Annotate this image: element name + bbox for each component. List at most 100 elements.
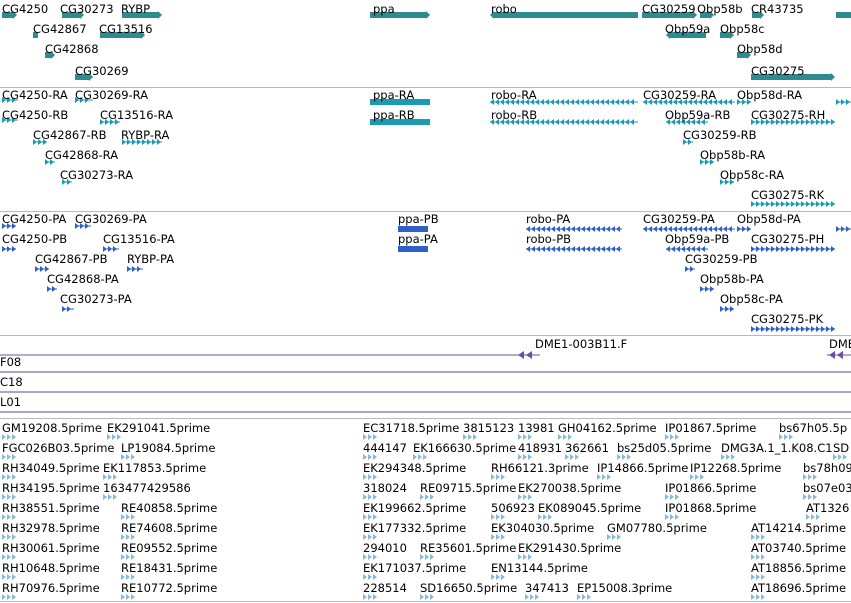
gene-label[interactable]: ppa — [373, 2, 395, 16]
gene-label[interactable]: CG30275 — [751, 64, 805, 78]
protein-feature[interactable] — [62, 306, 74, 312]
protein-label[interactable]: CG4250-PB — [2, 232, 68, 246]
transcript-label[interactable]: Obp58d-RA — [737, 88, 803, 102]
gene-label[interactable]: CG30269 — [75, 64, 129, 78]
transcript-label[interactable]: robo-RB — [491, 108, 538, 122]
est-feature[interactable] — [121, 534, 135, 540]
est-label[interactable]: RH32978.5prime — [2, 521, 100, 535]
gene-label[interactable]: CG42868 — [45, 42, 99, 56]
est-feature[interactable] — [538, 514, 552, 520]
transcript-feature[interactable] — [490, 119, 638, 125]
est-feature[interactable] — [103, 494, 117, 500]
protein-feature[interactable] — [700, 286, 714, 292]
transcript-feature[interactable] — [720, 179, 734, 185]
est-feature[interactable] — [690, 474, 704, 480]
est-feature[interactable] — [491, 514, 505, 520]
est-feature[interactable] — [491, 534, 505, 540]
protein-feature[interactable] — [47, 286, 57, 292]
est-label[interactable]: GM19208.5prime — [2, 421, 102, 435]
est-feature[interactable] — [833, 454, 847, 460]
gene-feature[interactable] — [836, 12, 851, 18]
protein-label[interactable]: CG30273-PA — [60, 292, 132, 306]
est-feature[interactable] — [665, 434, 679, 440]
est-feature[interactable] — [420, 594, 434, 600]
est-feature[interactable] — [2, 514, 16, 520]
est-label[interactable]: EP15008.3prime — [577, 581, 673, 595]
transcript-feature[interactable] — [683, 139, 693, 145]
est-label[interactable]: RE74608.5prime — [121, 521, 218, 535]
est-feature[interactable] — [803, 494, 817, 500]
est-feature[interactable] — [420, 494, 434, 500]
est-feature[interactable] — [363, 514, 377, 520]
scaffold-label[interactable]: C18 — [0, 375, 23, 389]
est-feature[interactable] — [413, 454, 427, 460]
scaffold-label[interactable]: L01 — [0, 395, 22, 409]
gene-feature[interactable] — [720, 31, 734, 39]
est-label[interactable]: RH10648.5prime — [2, 561, 100, 575]
est-label[interactable]: EK089045.5prime — [538, 501, 642, 515]
transcript-feature[interactable] — [100, 119, 120, 125]
gene-label[interactable]: CG13516 — [99, 22, 153, 36]
transcript-label[interactable]: CG30259-RB — [683, 128, 757, 142]
est-label[interactable]: 418931 — [518, 441, 562, 455]
gene-feature[interactable] — [62, 11, 84, 19]
est-feature[interactable] — [806, 514, 820, 520]
gene-feature[interactable] — [737, 51, 751, 59]
est-label[interactable]: 163477429586 — [103, 481, 191, 495]
transcript-feature[interactable] — [751, 201, 835, 207]
est-feature[interactable] — [565, 454, 579, 460]
est-label[interactable]: RH34049.5prime — [2, 461, 100, 475]
gene-feature[interactable] — [642, 11, 697, 19]
est-label[interactable]: 347413 — [525, 581, 569, 595]
gene-feature[interactable] — [370, 11, 430, 19]
est-feature[interactable] — [491, 474, 505, 480]
est-label[interactable]: LP19084.5prime — [121, 441, 216, 455]
est-feature[interactable] — [665, 514, 679, 520]
protein-feature[interactable] — [2, 246, 16, 252]
transcript-label[interactable]: Obp59a-RB — [665, 108, 731, 122]
protein-label[interactable]: CG30275-PH — [751, 232, 825, 246]
est-feature[interactable] — [363, 454, 377, 460]
gene-label[interactable]: Obp59a — [665, 22, 711, 36]
transcript-label[interactable]: RYBP-RA — [121, 128, 170, 142]
est-label[interactable]: EK304030.5prime — [491, 521, 595, 535]
est-feature[interactable] — [103, 474, 117, 480]
est-label[interactable]: SD — [833, 441, 850, 455]
est-feature[interactable] — [525, 594, 539, 600]
est-label[interactable]: AT14214.5prime — [751, 521, 847, 535]
est-feature[interactable] — [363, 554, 377, 560]
est-feature[interactable] — [491, 574, 505, 580]
est-label[interactable]: EK270038.5prime — [518, 481, 622, 495]
est-label[interactable]: 362661 — [565, 441, 609, 455]
est-feature[interactable] — [617, 454, 631, 460]
gene-label[interactable]: CG42867 — [33, 22, 87, 36]
transcript-feature[interactable] — [370, 99, 430, 105]
est-label[interactable]: 3815123 — [463, 421, 515, 435]
protein-feature[interactable] — [103, 246, 119, 252]
est-feature[interactable] — [2, 554, 16, 560]
est-label[interactable]: 506923 — [491, 501, 535, 515]
est-feature[interactable] — [2, 454, 16, 460]
protein-feature[interactable] — [685, 266, 695, 272]
est-label[interactable]: RH70976.5prime — [2, 581, 100, 595]
clone-label[interactable]: DME1-003B11.F — [535, 337, 628, 351]
transcript-feature[interactable] — [643, 99, 735, 105]
est-label[interactable]: bs67h05.5p — [779, 421, 848, 435]
transcript-label[interactable]: robo-RA — [491, 88, 537, 102]
est-feature[interactable] — [107, 434, 121, 440]
est-feature[interactable] — [2, 474, 16, 480]
protein-label[interactable]: CG42867-PB — [35, 252, 108, 266]
protein-feature[interactable] — [75, 223, 91, 229]
transcript-feature[interactable] — [836, 99, 851, 105]
transcript-feature[interactable] — [62, 179, 72, 185]
gene-label[interactable]: RYBP — [121, 2, 151, 16]
transcript-feature[interactable] — [75, 97, 93, 103]
est-feature[interactable] — [420, 554, 434, 560]
gene-feature[interactable] — [751, 73, 835, 81]
est-feature[interactable] — [518, 554, 532, 560]
gene-feature[interactable] — [100, 31, 145, 39]
est-feature[interactable] — [518, 494, 532, 500]
est-feature[interactable] — [121, 514, 135, 520]
est-feature[interactable] — [121, 574, 135, 580]
est-label[interactable]: GH04162.5prime — [558, 421, 657, 435]
